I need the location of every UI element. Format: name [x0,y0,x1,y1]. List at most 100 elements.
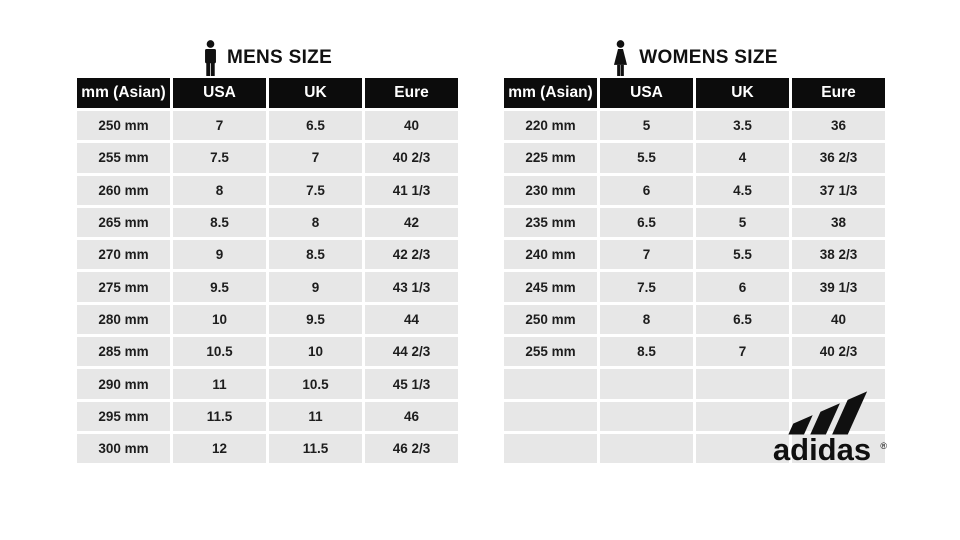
table-cell: 8.5 [600,337,693,367]
table-cell [504,369,597,399]
table-cell: 46 [365,401,458,431]
table-cell: 36 [792,111,885,141]
woman-icon [611,40,630,76]
table-cell: 255 mm [77,143,170,173]
table-cell: 275 mm [77,272,170,302]
table-cell: 285 mm [77,337,170,367]
table-cell: 8 [269,207,362,238]
table-cell: 290 mm [77,369,170,399]
table-cell [696,433,789,464]
table-cell: 45 1/3 [365,369,458,399]
womens-title-row: WOMENS SIZE [504,38,885,78]
table-cell: 6.5 [269,111,362,141]
table-cell [504,401,597,431]
table-cell: 12 [173,433,266,464]
adidas-stripes-icon [788,391,868,435]
table-cell: 240 mm [504,240,597,270]
table-cell: 7 [600,240,693,270]
table-cell: 6.5 [696,304,789,335]
table-cell: 4.5 [696,175,789,205]
table-cell: 5.5 [600,143,693,173]
table-cell: 40 [792,304,885,335]
man-icon [203,40,218,76]
table-cell: 10 [173,304,266,335]
table-cell: 11 [269,401,362,431]
column-header: mm (Asian) [77,78,170,108]
table-cell: 40 [365,111,458,141]
table-cell: 5 [696,207,789,238]
table-cell: 255 mm [504,337,597,367]
table-cell: 8.5 [269,240,362,270]
table-cell: 9 [173,240,266,270]
table-cell: 280 mm [77,304,170,335]
table-cell [792,369,885,399]
registered-trademark-icon: ® [880,441,887,451]
column-header: mm (Asian) [504,78,597,108]
table-cell [696,401,789,431]
table-cell: 300 mm [77,433,170,464]
table-cell: 7.5 [173,143,266,173]
table-cell: 44 [365,304,458,335]
table-cell: 8 [600,304,693,335]
mens-size-section: MENS SIZE mm (Asian) USA UK Eure 250 mm 7 6.5 4… [77,38,458,464]
table-cell: 7.5 [600,272,693,302]
table-cell: 295 mm [77,401,170,431]
table-cell [792,433,885,464]
column-header: Eure [365,78,458,108]
mens-size-table: mm (Asian) USA UK Eure 250 mm 7 6.5 40 255 mm 7.5… [77,78,458,464]
table-cell: 6.5 [600,207,693,238]
adidas-logo: adidas ® [760,386,887,465]
adidas-wordmark-text: adidas [772,432,872,467]
table-cell: 250 mm [504,304,597,335]
column-header: USA [600,78,693,108]
table-cell: 270 mm [77,240,170,270]
table-cell: 43 1/3 [365,272,458,302]
table-cell: 46 2/3 [365,433,458,464]
table-cell: 9.5 [269,304,362,335]
mens-section-title: MENS SIZE [226,47,333,68]
table-cell: 235 mm [504,207,597,238]
table-cell: 260 mm [77,175,170,205]
table-cell: 11 [173,369,266,399]
table-cell: 3.5 [696,111,789,141]
table-cell: 10.5 [269,369,362,399]
table-cell: 245 mm [504,272,597,302]
table-cell: 8 [173,175,266,205]
table-cell [600,369,693,399]
table-cell: 250 mm [77,111,170,141]
table-cell: 36 2/3 [792,143,885,173]
table-cell: 4 [696,143,789,173]
table-cell: 7 [173,111,266,141]
table-cell: 37 1/3 [792,175,885,205]
table-cell: 9 [269,272,362,302]
womens-size-table: mm (Asian) USA UK Eure 220 mm 5 3.5 36 225 mm 5.5… [504,78,885,464]
table-cell: 8.5 [173,207,266,238]
column-header: USA [173,78,266,108]
column-header: UK [696,78,789,108]
table-cell: 6 [696,272,789,302]
table-cell: 42 [365,207,458,238]
table-cell: 9.5 [173,272,266,302]
table-cell: 10 [269,337,362,367]
table-cell: 5 [600,111,693,141]
adidas-wordmark: adidas ® [760,434,887,465]
table-cell: 10.5 [173,337,266,367]
table-cell: 220 mm [504,111,597,141]
table-cell: 7 [696,337,789,367]
table-cell: 5.5 [696,240,789,270]
table-cell: 11.5 [173,401,266,431]
table-cell: 39 1/3 [792,272,885,302]
table-cell [504,433,597,464]
column-header: UK [269,78,362,108]
table-cell: 230 mm [504,175,597,205]
table-cell: 7.5 [269,175,362,205]
table-cell: 225 mm [504,143,597,173]
table-cell [600,433,693,464]
table-cell: 38 [792,207,885,238]
table-cell: 11.5 [269,433,362,464]
womens-size-section: WOMENS SIZE mm (Asian) USA UK Eure 220 mm 5 3.… [504,38,885,464]
table-cell: 41 1/3 [365,175,458,205]
table-cell: 38 2/3 [792,240,885,270]
table-cell [600,401,693,431]
